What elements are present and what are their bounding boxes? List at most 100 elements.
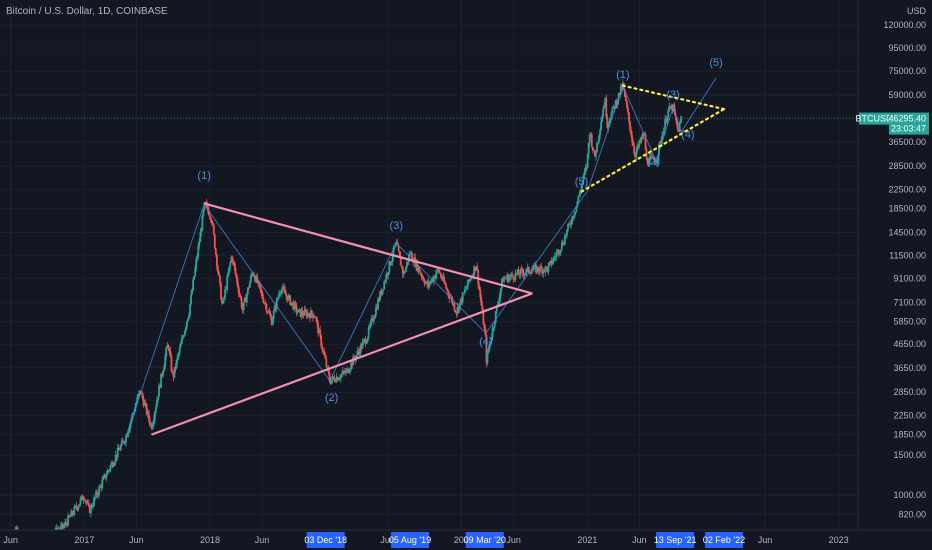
candle-body: [631, 135, 633, 142]
candle: [420, 272, 423, 281]
candle: [124, 441, 126, 446]
candle-body: [377, 299, 379, 310]
candle-body: [197, 245, 200, 257]
candle: [564, 233, 566, 246]
candle-body: [626, 100, 628, 108]
candle: [226, 273, 229, 294]
candle-body: [435, 269, 438, 275]
candle: [80, 495, 83, 501]
candle: [175, 359, 178, 370]
symbol-badge: [859, 112, 889, 125]
candle: [173, 366, 176, 379]
candle-body: [213, 234, 216, 249]
candle: [665, 115, 668, 124]
y-unit-label: USD: [907, 6, 927, 16]
candle-body: [113, 461, 116, 465]
candle: [469, 278, 471, 285]
candle-body: [475, 266, 478, 271]
candle: [628, 111, 630, 125]
x-tick-label: Jun: [380, 535, 395, 545]
candle: [638, 139, 641, 150]
candle-body: [352, 356, 355, 366]
candle: [265, 302, 268, 315]
candle: [601, 114, 604, 123]
candle: [541, 266, 544, 277]
candle-body: [608, 121, 611, 124]
candle-body: [159, 385, 161, 388]
candle-body: [679, 119, 682, 123]
candle: [466, 279, 469, 291]
candle-body: [286, 295, 289, 301]
candle-body: [605, 98, 608, 117]
candle-body: [147, 411, 150, 419]
candle: [142, 394, 145, 408]
candle: [503, 275, 505, 283]
candle-body: [164, 356, 167, 366]
candle: [223, 295, 225, 303]
candle: [407, 261, 409, 266]
candle: [113, 460, 116, 467]
candle: [272, 308, 275, 324]
candle-body: [118, 449, 121, 451]
candle: [69, 515, 72, 518]
candle-body: [95, 491, 97, 498]
candle: [606, 113, 609, 130]
candle-body: [270, 316, 273, 326]
candle-body: [76, 507, 79, 510]
candle: [385, 271, 388, 284]
candle: [424, 279, 427, 285]
candle-body: [308, 314, 311, 319]
candle-body: [595, 152, 597, 157]
candle: [169, 346, 172, 358]
candle-body: [309, 310, 312, 319]
candle: [210, 218, 213, 226]
candle: [661, 131, 663, 147]
candle-body: [570, 223, 573, 225]
candle: [310, 309, 313, 318]
candle: [143, 399, 146, 407]
candle-body: [461, 292, 464, 303]
candle-body: [165, 347, 168, 357]
candle-body: [454, 310, 457, 312]
candle-body: [158, 385, 160, 398]
candle: [544, 265, 547, 277]
candle: [104, 474, 107, 480]
candle-body: [613, 106, 616, 109]
candle: [384, 278, 387, 284]
candle: [227, 268, 230, 278]
candle: [236, 275, 239, 289]
candle: [83, 497, 86, 502]
candle: [99, 484, 102, 488]
candle: [98, 484, 101, 498]
candle-body: [600, 122, 602, 131]
candle-body: [430, 278, 433, 282]
candle: [88, 505, 91, 514]
candle-body: [326, 366, 329, 368]
candle: [520, 265, 523, 273]
candle: [359, 343, 362, 359]
candle: [230, 255, 233, 263]
candle: [438, 268, 440, 274]
candle: [422, 275, 425, 282]
candle: [79, 496, 82, 507]
price-label: 46295.40: [888, 114, 926, 124]
candle: [188, 312, 190, 320]
candle-body: [72, 514, 75, 516]
candle-body: [353, 356, 356, 359]
candle: [164, 353, 167, 370]
candle-body: [538, 270, 541, 272]
candle-body: [182, 335, 185, 338]
candle: [329, 376, 332, 385]
candle-body: [433, 276, 436, 279]
candle-body: [556, 249, 559, 253]
candle-body: [357, 350, 360, 352]
candle: [319, 325, 322, 339]
candle: [235, 273, 238, 283]
candle-body: [143, 403, 146, 406]
candle: [274, 301, 277, 313]
candle-body: [399, 255, 402, 266]
candle-body: [163, 365, 166, 371]
candle: [624, 94, 627, 102]
candle-body: [445, 284, 448, 289]
